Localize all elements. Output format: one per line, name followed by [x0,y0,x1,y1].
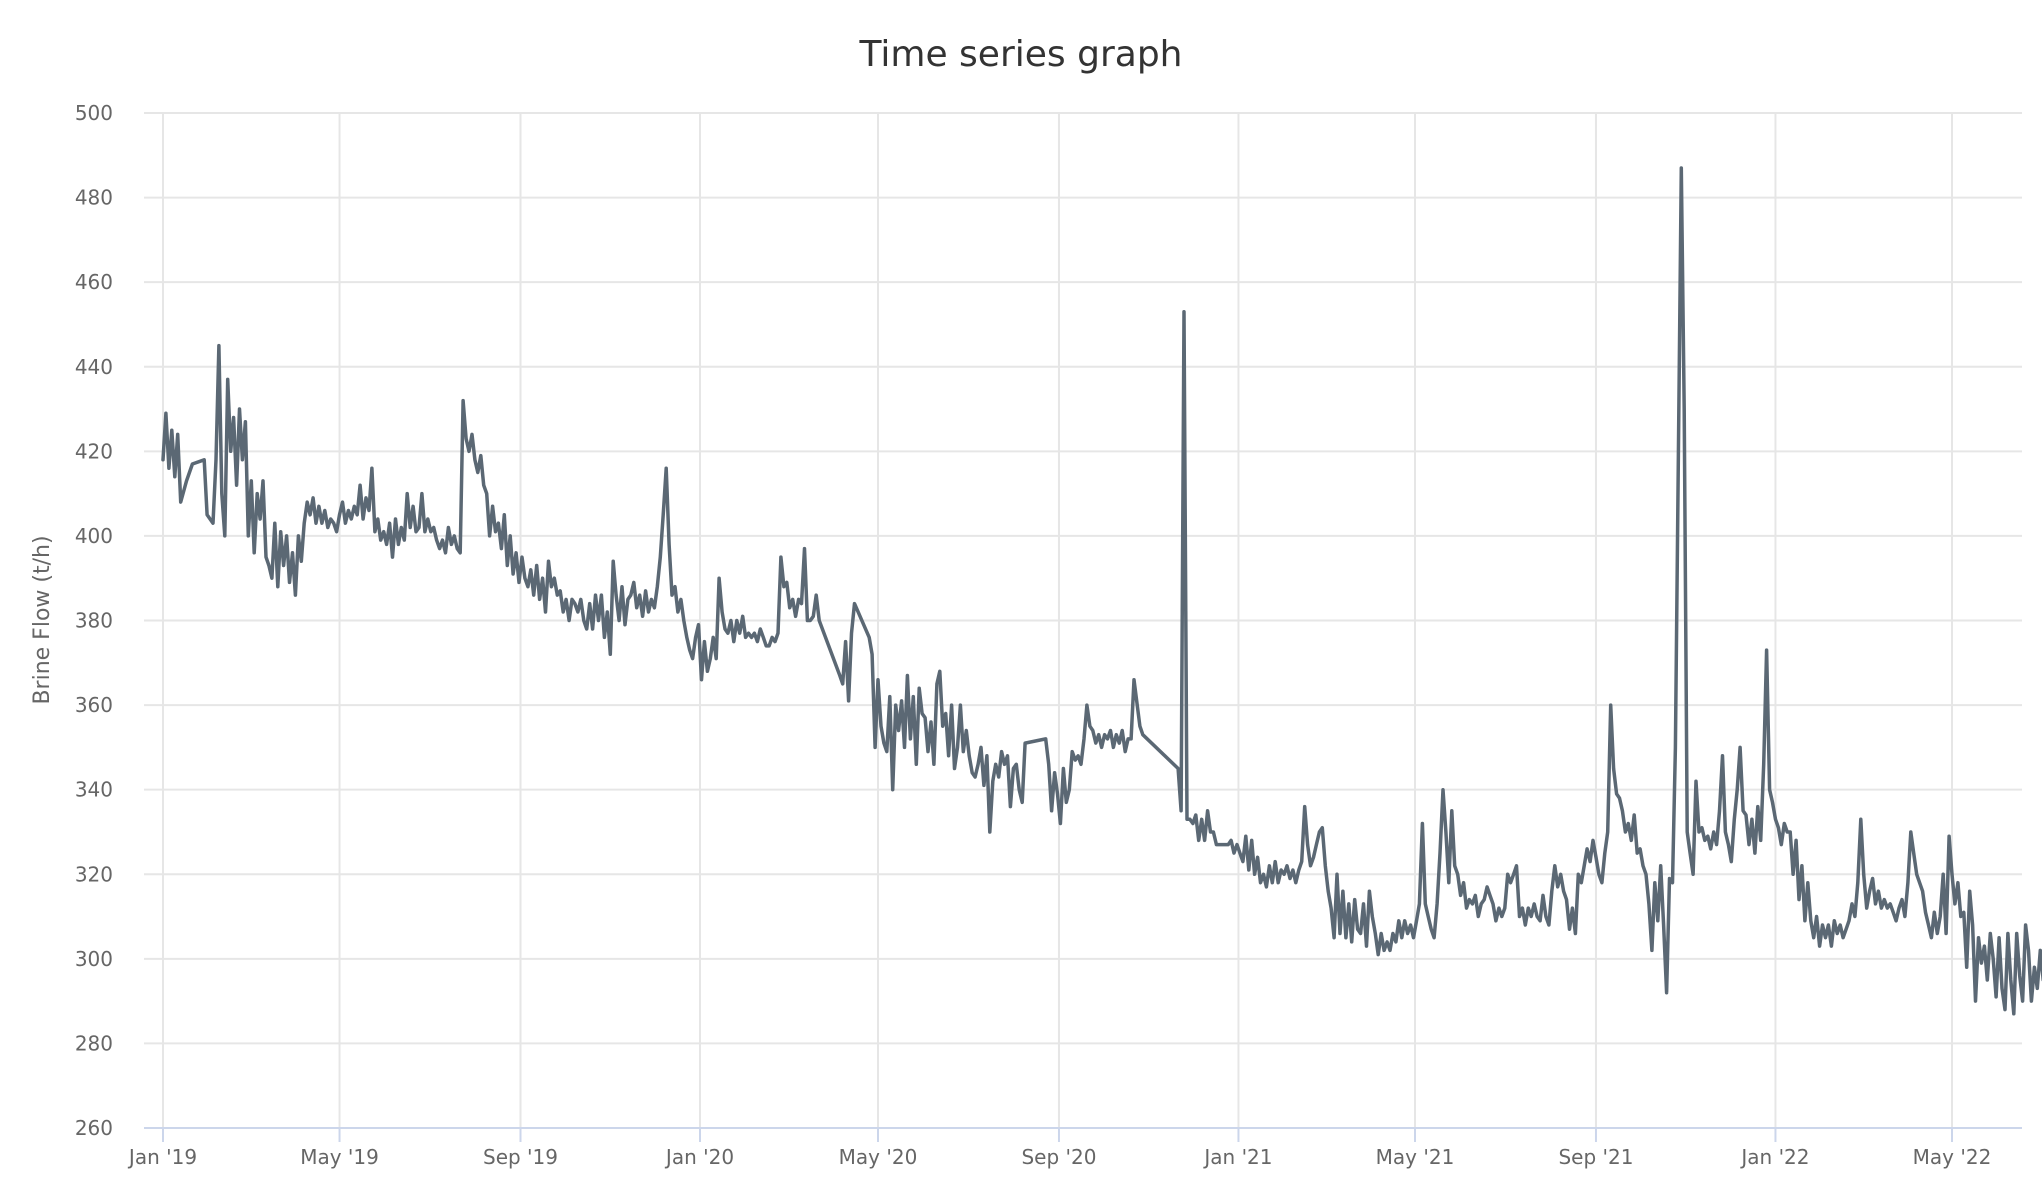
x-tick-label: May '19 [300,1145,379,1169]
y-tick-label: 360 [75,693,113,717]
x-tick-label: Sep '21 [1558,1145,1633,1169]
y-tick-label: 280 [75,1031,113,1055]
y-gridlines [144,112,2022,1045]
y-tick-label: 260 [75,1116,113,1140]
x-gridlines [162,113,1953,1128]
y-tick-label: 320 [75,862,113,886]
y-tick-label: 300 [75,947,113,971]
chart-title: Time series graph [859,34,1183,75]
y-tick-label: 480 [75,186,113,210]
y-tick-label: 380 [75,609,113,633]
x-tick-label: Jan '19 [127,1145,197,1169]
x-axis-ticks: Jan '19 May '19 Sep '19 Jan '20 May '20 Sep '… [127,1128,1991,1169]
y-tick-label: 400 [75,524,113,548]
x-tick-label: May '22 [1913,1145,1992,1169]
x-tick-label: Jan '21 [1202,1145,1272,1169]
y-tick-label: 420 [75,439,113,463]
y-axis-ticks: 260 280 300 320 340 360 380 400 420 440 460 480 500 [75,101,113,1140]
x-tick-label: Jan '20 [664,1145,734,1169]
y-tick-label: 340 [75,778,113,802]
y-tick-label: 440 [75,355,113,379]
brine-flow-series-line[interactable] [161,166,2042,1077]
x-tick-label: Jan '22 [1739,1145,1809,1169]
x-tick-label: May '21 [1376,1145,1455,1169]
x-tick-label: Sep '20 [1021,1145,1096,1169]
y-axis-label: Brine Flow (t/h) [30,535,55,704]
y-tick-label: 500 [75,101,113,125]
x-tick-label: Sep '19 [483,1145,558,1169]
y-tick-label: 460 [75,270,113,294]
x-tick-label: May '20 [839,1145,918,1169]
